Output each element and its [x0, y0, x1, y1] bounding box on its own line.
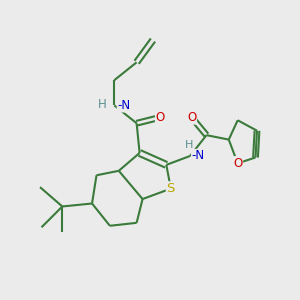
Text: H: H [98, 98, 106, 111]
Text: O: O [156, 111, 165, 124]
Text: -N: -N [117, 99, 130, 112]
Text: -N: -N [192, 149, 205, 162]
Text: O: O [233, 157, 242, 170]
Text: S: S [167, 182, 175, 195]
Text: O: O [187, 111, 196, 124]
Text: H: H [184, 140, 193, 150]
